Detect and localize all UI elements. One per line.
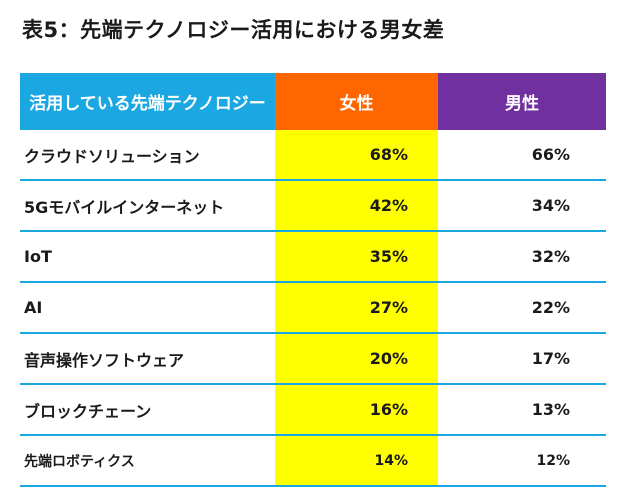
header-male: 男性 (438, 73, 606, 130)
male-value: 22% (531, 298, 570, 317)
table-body: クラウドソリューション 68% 66% 5Gモバイルインターネット 42% 34% IoT 3… (20, 130, 606, 487)
male-value: 32% (531, 247, 570, 266)
female-value: 20% (275, 334, 438, 383)
female-value: 35% (275, 232, 438, 281)
male-value: 17% (531, 349, 570, 368)
technology-label: 先端ロボティクス (24, 453, 135, 470)
header-technology: 活用している先端テクノロジー (20, 73, 275, 130)
female-value: 68% (275, 130, 438, 179)
male-value: 34% (531, 196, 570, 215)
female-value: 27% (275, 283, 438, 332)
header-female: 女性 (275, 73, 438, 130)
technology-label: 音声操作ソフトウェア (24, 350, 185, 370)
table-row: 5Gモバイルインターネット 42% 34% (20, 181, 606, 232)
technology-label: クラウドソリューション (24, 146, 200, 166)
male-value: 13% (531, 400, 570, 419)
table-row: ブロックチェーン 16% 13% (20, 385, 606, 436)
table-header: 活用している先端テクノロジー 女性 男性 (20, 73, 606, 130)
chart-title: 表5：先端テクノロジー活用における男女差 (22, 18, 445, 42)
technology-label: 5Gモバイルインターネット (24, 197, 225, 217)
female-value: 14% (275, 436, 438, 485)
male-value: 66% (531, 145, 570, 164)
technology-label: ブロックチェーン (24, 401, 152, 421)
table-row: IoT 35% 32% (20, 232, 606, 283)
female-value: 42% (275, 181, 438, 230)
comparison-table: 活用している先端テクノロジー 女性 男性 クラウドソリューション 68% 66% 5G… (20, 73, 606, 487)
male-value: 12% (536, 452, 570, 469)
table-row: AI 27% 22% (20, 283, 606, 334)
table-row: 先端ロボティクス 14% 12% (20, 436, 606, 487)
table-row: クラウドソリューション 68% 66% (20, 130, 606, 181)
female-value: 16% (275, 385, 438, 434)
technology-label: AI (24, 298, 43, 317)
technology-label: IoT (24, 247, 52, 266)
table-row: 音声操作ソフトウェア 20% 17% (20, 334, 606, 385)
